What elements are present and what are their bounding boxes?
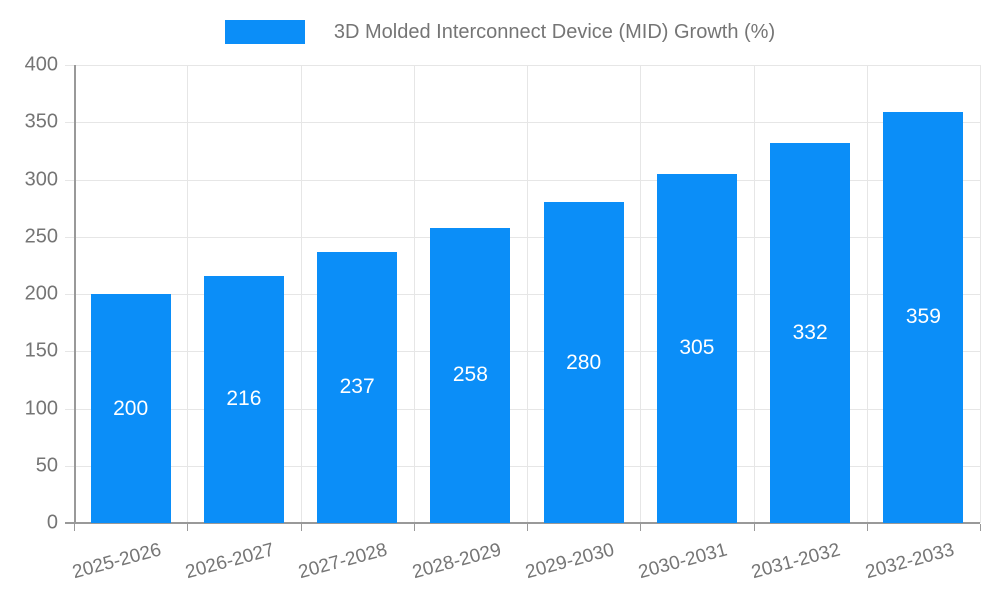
x-axis-tick-label: 2030-2031 [636, 539, 730, 584]
bar[interactable]: 280 [543, 202, 624, 523]
bar[interactable]: 305 [656, 173, 737, 523]
x-axis-tick [414, 524, 415, 531]
legend-label: 3D Molded Interconnect Device (MID) Grow… [333, 20, 776, 43]
bar[interactable]: 237 [317, 251, 398, 523]
bar-value-label: 280 [566, 350, 602, 374]
x-axis-tick-label: 2025-2026 [69, 539, 164, 584]
bar[interactable]: 200 [90, 294, 171, 523]
y-axis-tick-label: 0 [46, 511, 58, 534]
x-axis-tick-label: 2029-2030 [522, 539, 617, 584]
y-gridline [65, 122, 980, 124]
x-gridline [754, 65, 755, 523]
x-axis-tick [754, 524, 755, 531]
y-gridline [65, 179, 980, 181]
bar-value-label: 258 [452, 363, 488, 387]
x-gridline [527, 65, 528, 523]
y-gridline [65, 294, 980, 295]
legend: 3D Molded Interconnect Device (MID) Grow… [0, 18, 1000, 46]
y-axis-tick-label: 250 [24, 225, 58, 248]
y-gridline [65, 408, 980, 410]
x-axis-tick-label: 2031-2032 [749, 539, 843, 584]
x-axis-tick-label: 2028-2029 [409, 539, 503, 584]
y-axis-tick-label: 100 [24, 397, 58, 419]
x-axis-tick [640, 524, 641, 531]
x-axis-tick [980, 524, 981, 531]
bar-value-label: 200 [113, 396, 149, 420]
x-axis-tick-label: 2027-2028 [296, 539, 390, 584]
y-gridline [65, 351, 980, 353]
y-axis-tick-label: 300 [24, 168, 58, 190]
bar[interactable]: 216 [203, 275, 284, 523]
bar-value-label: 359 [905, 305, 941, 329]
y-gridline [65, 65, 980, 66]
x-gridline [980, 65, 981, 523]
bar-value-label: 216 [226, 387, 262, 411]
bar-value-label: 237 [339, 375, 375, 399]
x-gridline [867, 65, 868, 523]
y-axis-line [74, 65, 76, 523]
y-axis-tick-label: 200 [24, 282, 58, 305]
y-axis-tick-label: 50 [35, 454, 58, 477]
bar[interactable]: 332 [770, 142, 851, 523]
y-gridline [65, 236, 980, 238]
y-axis-tick-label: 400 [24, 53, 58, 76]
x-axis-tick [187, 524, 188, 531]
x-gridline [187, 65, 188, 523]
x-axis-line [65, 522, 980, 524]
bar-value-label: 305 [679, 336, 715, 360]
x-axis-tick-label: 2032-2033 [862, 539, 956, 584]
x-gridline [640, 65, 641, 523]
plot-area: 200 216 237 258 280 305 332 359 [65, 65, 981, 531]
y-axis-tick-label: 350 [24, 110, 58, 133]
bar[interactable]: 258 [430, 227, 511, 523]
bar[interactable]: 359 [883, 111, 964, 523]
y-axis-tick-label: 150 [24, 339, 58, 362]
x-gridline [414, 65, 415, 523]
x-axis-tick-label: 2026-2027 [183, 539, 277, 584]
x-axis-tick [867, 524, 868, 531]
x-gridline [301, 65, 302, 523]
x-axis-tick [74, 524, 75, 531]
bar-value-label: 332 [792, 320, 828, 344]
y-gridline [65, 465, 980, 467]
x-axis-tick [301, 524, 302, 531]
x-axis-tick [527, 524, 528, 531]
legend-swatch [224, 20, 305, 44]
